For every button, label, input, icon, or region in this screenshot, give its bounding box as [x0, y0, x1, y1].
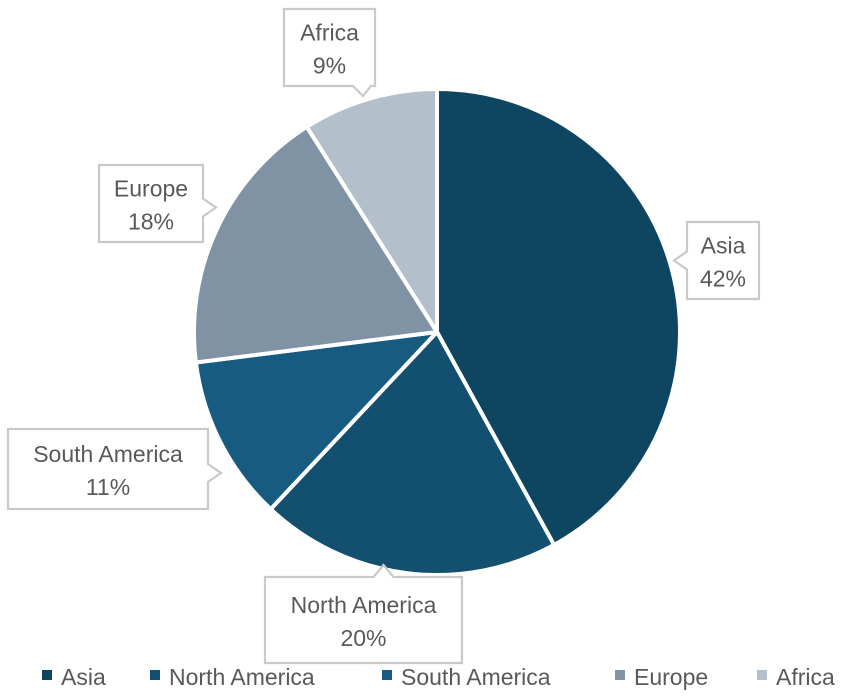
data-label-percent: 20%	[340, 625, 386, 651]
callout-europe: Europe 18%	[97, 163, 218, 244]
legend-label: Asia	[61, 664, 106, 690]
data-label-percent: 42%	[700, 266, 746, 292]
pie-slice-africa	[304, 87, 439, 334]
callout-box	[6, 427, 223, 511]
pie-slices	[192, 87, 682, 577]
data-label-percent: 11%	[86, 474, 130, 500]
legend: Asia North America South America Europe Afri…	[42, 664, 835, 690]
legend-item-asia: Asia	[42, 664, 106, 690]
data-label-category: Asia	[701, 233, 746, 259]
data-label-percent: 18%	[128, 209, 174, 235]
pie-slice-north-america	[268, 330, 557, 577]
callout-box	[282, 7, 377, 98]
legend-item-north-america: North America	[150, 664, 315, 690]
legend-item-europe: Europe	[615, 664, 708, 690]
callout-south-america: South America 11%	[6, 427, 223, 511]
data-label-callouts: Asia 42% North America 20% South America 11% E…	[6, 7, 761, 665]
legend-label: Europe	[634, 664, 708, 690]
callout-box	[263, 563, 464, 665]
legend-label: North America	[169, 664, 315, 690]
data-label-percent: 9%	[313, 53, 346, 79]
callout-asia: Asia 42%	[672, 220, 761, 301]
data-label-category: North America	[291, 592, 437, 618]
legend-marker	[382, 670, 392, 680]
callout-box	[97, 163, 218, 244]
pie-slice-south-america	[193, 330, 439, 512]
legend-label: Africa	[776, 664, 835, 690]
legend-item-africa: Africa	[757, 664, 835, 690]
data-label-category: South America	[33, 441, 183, 467]
legend-marker	[615, 670, 625, 680]
legend-marker	[42, 670, 52, 680]
legend-marker	[757, 670, 767, 680]
legend-label: South America	[401, 664, 551, 690]
callout-box	[672, 220, 761, 301]
pie-slice-asia	[435, 87, 682, 547]
callout-north-america: North America 20%	[263, 563, 464, 665]
pie-slice-europe	[192, 124, 439, 365]
legend-item-south-america: South America	[382, 664, 551, 690]
data-label-category: Europe	[114, 176, 188, 202]
data-label-category: Africa	[300, 20, 359, 46]
callout-africa: Africa 9%	[282, 7, 377, 98]
legend-marker	[150, 670, 160, 680]
